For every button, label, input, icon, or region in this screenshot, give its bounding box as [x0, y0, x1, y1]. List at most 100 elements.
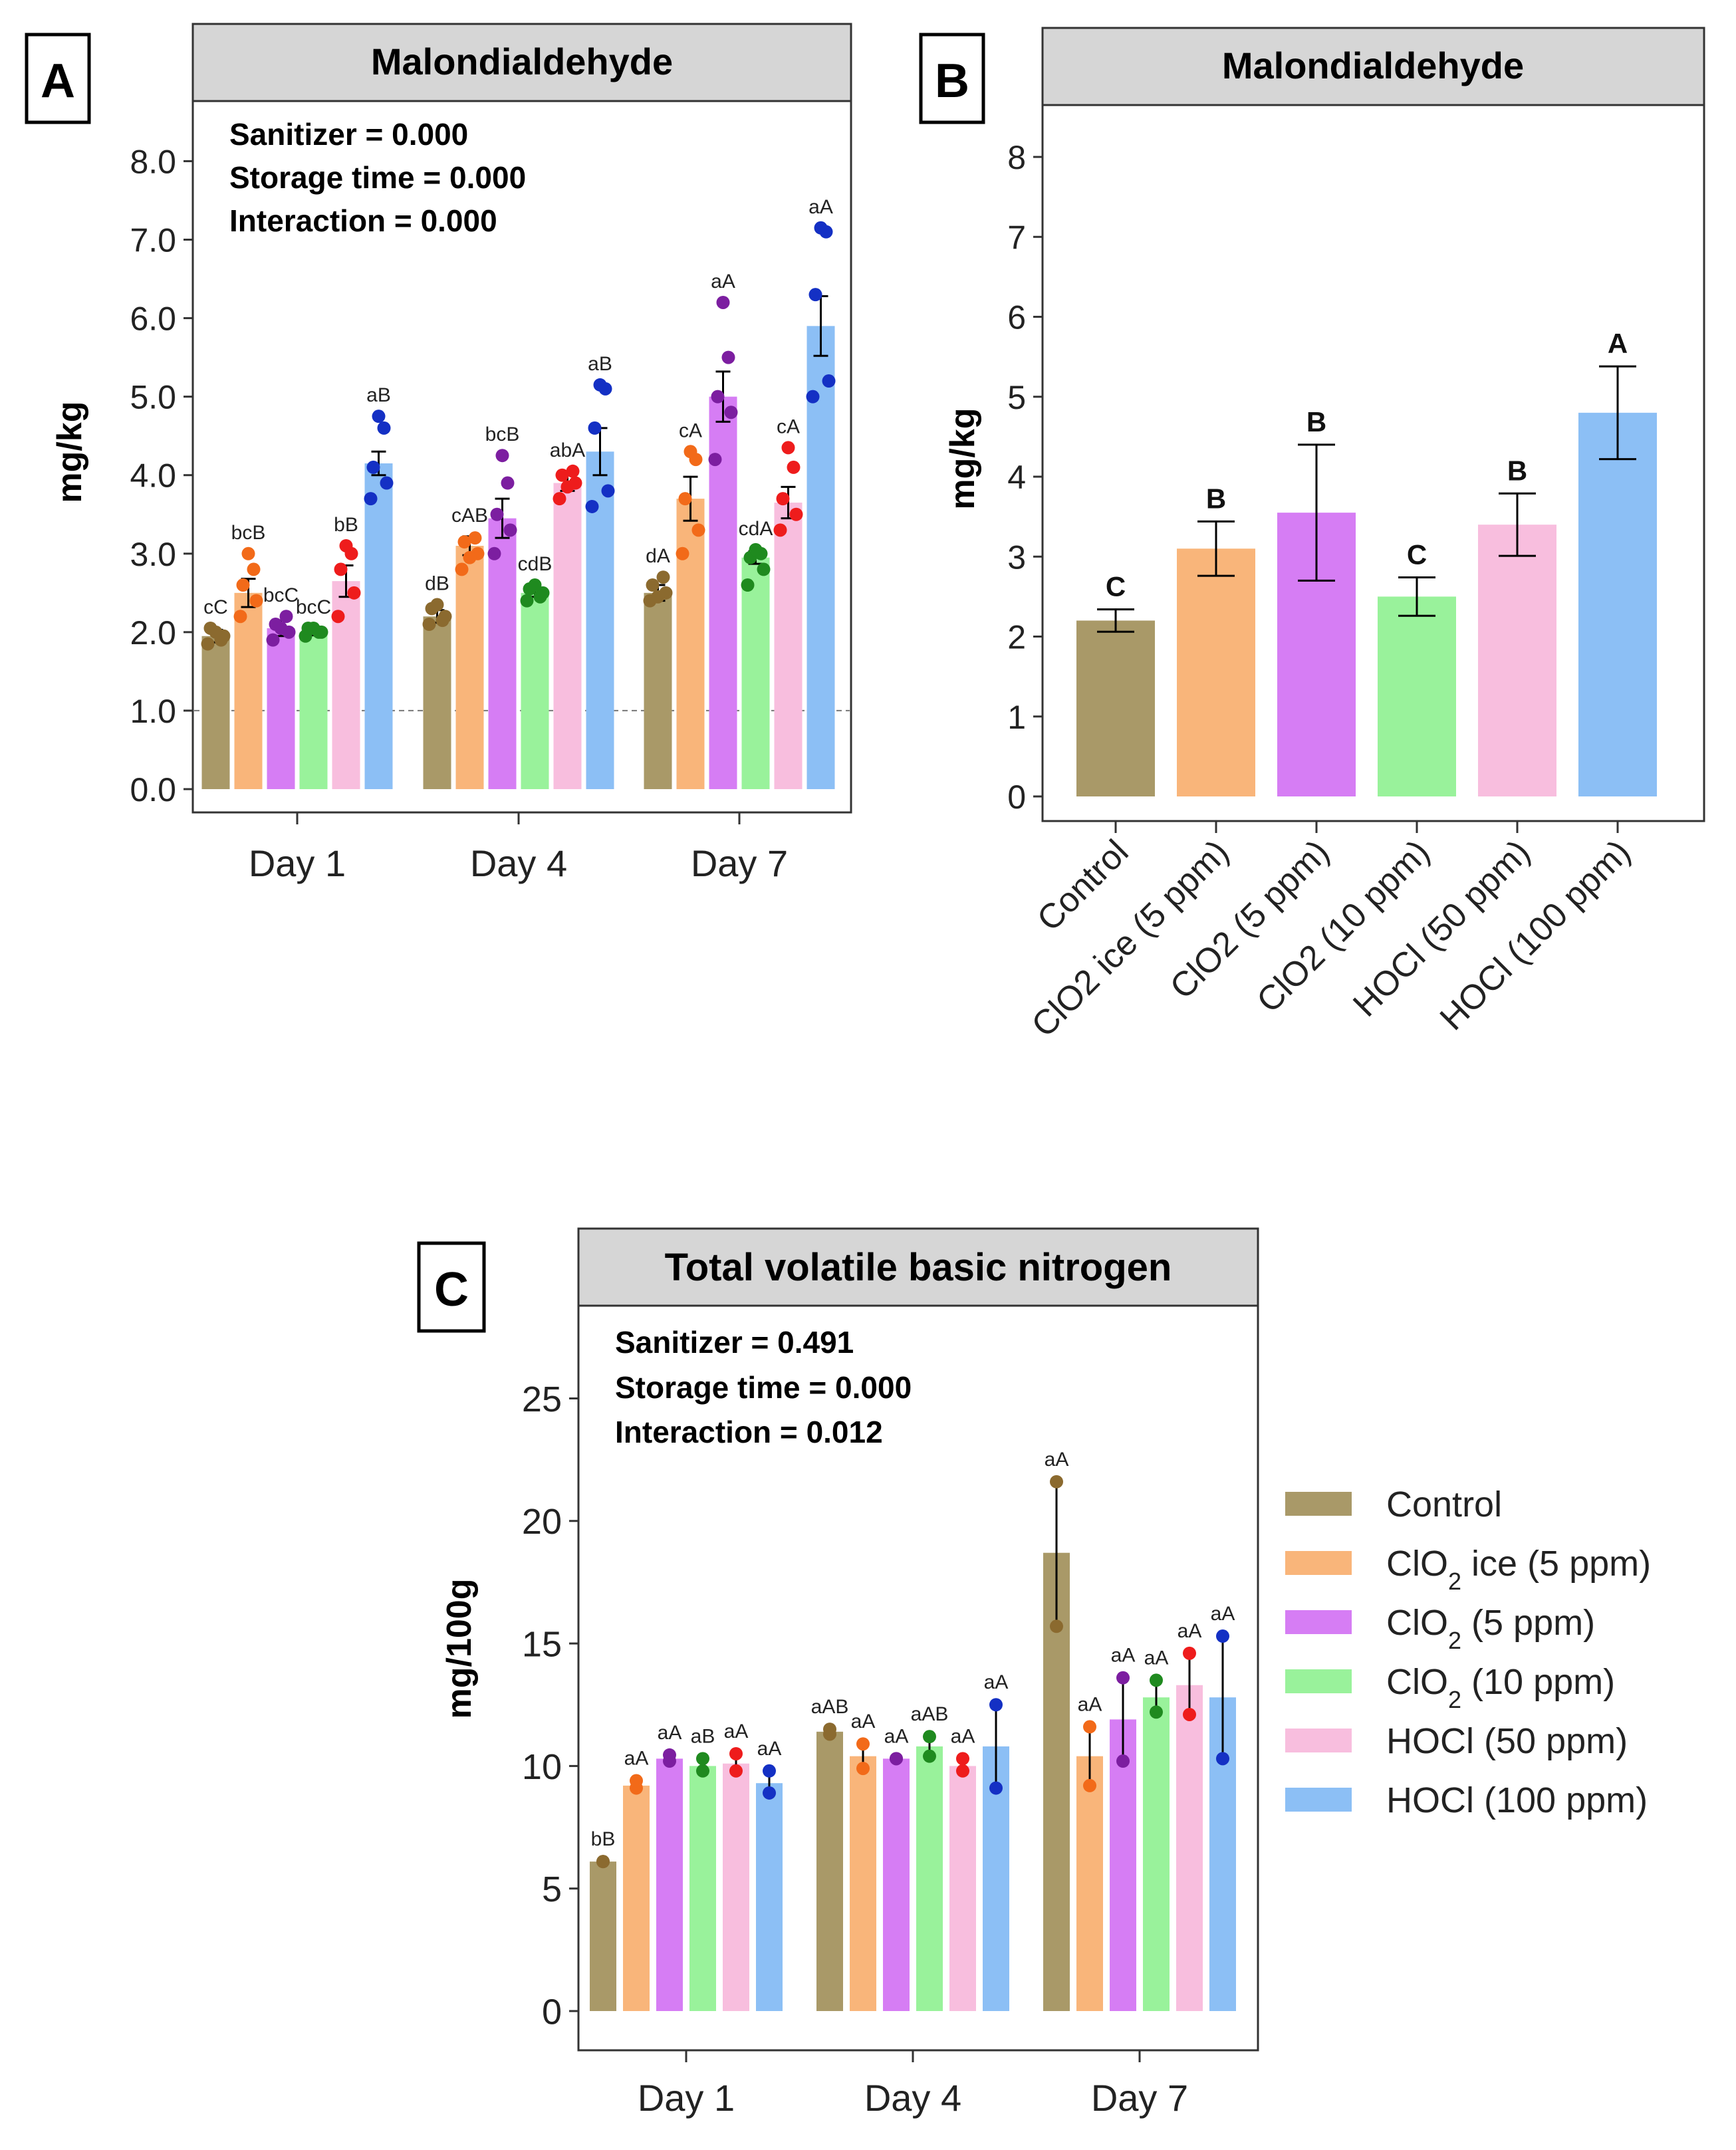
panel-a-point-hocl-100-ppm — [806, 390, 820, 404]
panel-b-y-tick-label: 4 — [1007, 459, 1026, 496]
panel-a-point-hocl-100-ppm — [380, 476, 394, 490]
legend-swatch-control — [1285, 1492, 1352, 1516]
panel-a-stat-sanitizer: Sanitizer = 0.000 — [229, 117, 468, 152]
panel-c-y-tick-label: 5 — [542, 1869, 562, 1909]
panel-a-sig-label: bcB — [485, 423, 520, 445]
panel-c-y-axis-label: mg/100g — [440, 1579, 479, 1719]
panel-c-point-clo2-5-ppm — [1116, 1671, 1130, 1685]
panel-b-letter-box — [919, 33, 985, 124]
panel-c-y-tick-label: 25 — [522, 1379, 562, 1419]
panel-c-point-hocl-50-ppm — [1183, 1646, 1196, 1660]
panel-c-bar-clo2-ice-5-ppm — [623, 1785, 650, 2011]
panel-a-point-clo2-10-ppm — [307, 621, 320, 635]
panel-a-y-tick-label: 7.0 — [130, 221, 176, 259]
panel-a-point-clo2-ice-5-ppm — [249, 594, 263, 608]
panel-a-x-tick-label: Day 4 — [470, 842, 567, 884]
panel-c-stat-interaction: Interaction = 0.012 — [615, 1415, 883, 1449]
panel-a-sig-label: bcC — [263, 584, 299, 606]
panel-a-point-clo2-ice-5-ppm — [455, 562, 469, 576]
panel-a-point-hocl-50-ppm — [773, 523, 787, 537]
panel-a-point-clo2-5-ppm — [503, 523, 517, 537]
panel-a-point-control — [430, 598, 444, 612]
panel-a-point-clo2-10-ppm — [528, 578, 542, 592]
panel-c-sig-label: aA — [884, 1725, 909, 1747]
panel-a-letter-box — [25, 33, 91, 124]
panel-c-bar-clo2-5-ppm — [883, 1758, 910, 2011]
panel-c-point-clo2-ice-5-ppm — [856, 1737, 870, 1751]
panel-c-point-control — [596, 1855, 610, 1869]
panel-c-sig-label: aA — [624, 1748, 649, 1770]
panel-a-sig-label: cA — [777, 416, 800, 437]
panel-c-stat-sanitizer: Sanitizer = 0.491 — [615, 1325, 854, 1360]
panel-a-point-control — [201, 637, 215, 651]
legend-swatch-hocl-50-ppm — [1285, 1729, 1352, 1752]
panel-a-point-control — [422, 618, 436, 632]
panel-a-point-clo2-5-ppm — [490, 507, 504, 521]
panel-c-point-clo2-ice-5-ppm — [856, 1762, 870, 1776]
panel-a-sig-label: bB — [334, 514, 358, 536]
panel-c-sig-label: aA — [724, 1721, 749, 1742]
panel-c-x-tick-label: Day 4 — [864, 2077, 961, 2119]
panel-a-y-tick-label: 5.0 — [130, 379, 176, 416]
panel-c-title: Total volatile basic nitrogen — [665, 1246, 1172, 1289]
panel-a-point-hocl-100-ppm — [364, 492, 378, 506]
panel-a-point-hocl-100-ppm — [377, 421, 391, 435]
panel-a-sig-label: abA — [550, 439, 585, 461]
panel-a-bar-clo2-ice-5-ppm — [676, 499, 705, 789]
panel-c-bar-clo2-ice-5-ppm — [1076, 1756, 1103, 2011]
panel-c-point-clo2-10-ppm — [923, 1730, 936, 1744]
panel-a-point-clo2-5-ppm — [501, 476, 515, 490]
panel-a-x-tick-label: Day 1 — [249, 842, 346, 884]
panel-c-point-clo2-10-ppm — [923, 1749, 936, 1763]
panel-a-point-hocl-50-ppm — [789, 507, 803, 521]
panel-a-point-clo2-ice-5-ppm — [676, 546, 689, 560]
panel-a-sig-label: aA — [808, 196, 833, 218]
panel-a-point-clo2-10-ppm — [520, 594, 534, 608]
panel-a-stats: Sanitizer = 0.000 Storage time = 0.000 I… — [229, 117, 526, 238]
panel-a-y-tick-label: 8.0 — [130, 143, 176, 180]
panel-b-x-tick-label: ClO2 (10 ppm) — [1249, 832, 1437, 1020]
panel-c-point-hocl-100-ppm — [989, 1698, 1003, 1712]
panel-a-point-clo2-5-ppm — [716, 295, 730, 309]
panel-a-point-hocl-50-ppm — [339, 538, 353, 552]
panel-c-x-tick-label: Day 1 — [638, 2077, 735, 2119]
panel-b: B Malondialdehyde mg/kg 012345678CContro… — [919, 27, 1705, 1044]
panel-a-y-tick-label: 1.0 — [130, 693, 176, 730]
panel-a-point-clo2-ice-5-ppm — [236, 578, 250, 592]
panel-b-sig-label: A — [1608, 328, 1628, 359]
panel-c: C Total volatile basic nitrogen Sanitize… — [417, 1227, 1651, 2119]
panel-b-bar-clo2-10-ppm — [1378, 596, 1456, 796]
panel-c-bar-clo2-10-ppm — [916, 1746, 943, 2011]
legend-swatch-clo2-5-ppm — [1285, 1610, 1352, 1634]
panel-a-point-hocl-100-ppm — [372, 410, 386, 423]
panel-a-point-clo2-10-ppm — [533, 590, 547, 604]
panel-a-y-tick-label: 3.0 — [130, 536, 176, 573]
panel-c-sig-label: aA — [1178, 1620, 1202, 1642]
panel-c-point-hocl-100-ppm — [1216, 1629, 1229, 1643]
panel-c-point-hocl-100-ppm — [989, 1781, 1003, 1795]
panel-c-point-hocl-50-ppm — [956, 1752, 969, 1766]
panel-b-y-tick-label: 7 — [1007, 219, 1026, 256]
panel-a-point-clo2-5-ppm — [495, 449, 509, 463]
panel-c-point-hocl-50-ppm — [729, 1764, 743, 1778]
panel-a-point-clo2-5-ppm — [711, 390, 725, 404]
panel-a-title-strip — [191, 23, 852, 102]
panel-b-title: Malondialdehyde — [1222, 45, 1524, 86]
panel-b-y-tick-label: 8 — [1007, 139, 1026, 176]
panel-c-sig-label: aA — [658, 1722, 682, 1744]
panel-a-bar-clo2-10-ppm — [521, 592, 549, 789]
legend-label-hocl-100-ppm: HOCl (100 ppm) — [1386, 1780, 1648, 1820]
panel-b-bar-hocl-50-ppm — [1478, 525, 1556, 796]
panel-a-point-clo2-ice-5-ppm — [468, 531, 482, 545]
panel-a-point-clo2-ice-5-ppm — [233, 610, 247, 624]
panel-a-sig-label: cC — [203, 596, 228, 618]
panel-a-bar-clo2-10-ppm — [741, 557, 770, 789]
panel-a-point-clo2-5-ppm — [266, 633, 280, 647]
panel-a-point-clo2-ice-5-ppm — [691, 523, 705, 537]
panel-b-y-tick-label: 2 — [1007, 619, 1026, 656]
panel-c-bar-control — [590, 1861, 616, 2011]
panel-b-sig-label: C — [1407, 539, 1427, 570]
panel-c-y-tick-label: 10 — [522, 1747, 562, 1787]
